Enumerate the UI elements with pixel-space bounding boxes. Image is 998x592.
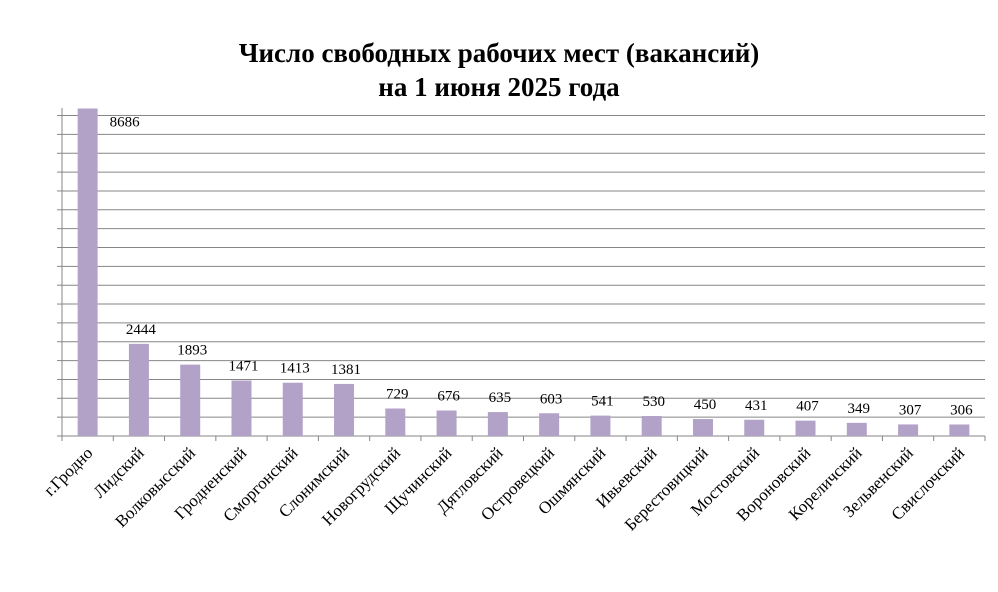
- data-label: 450: [694, 397, 717, 413]
- data-labels: 8686 2444 1893 1471 1413 1381 729 676 635 603 541 5…: [110, 115, 973, 419]
- data-label: 407: [796, 399, 819, 415]
- bar: [795, 420, 816, 436]
- bar: [487, 412, 508, 436]
- category-labels: г.ГродноЛидскийВолковысскийГродненскийСм…: [40, 443, 968, 534]
- data-label: 431: [745, 398, 768, 414]
- bar: [898, 424, 919, 436]
- data-label: 1471: [228, 359, 258, 375]
- bar: [846, 422, 867, 436]
- bar: [77, 108, 98, 436]
- data-label: 306: [950, 402, 973, 418]
- bar: [385, 408, 406, 436]
- data-label: 8686: [110, 115, 141, 131]
- bar: [231, 380, 252, 436]
- category-label: г.Гродно: [40, 443, 96, 499]
- chart-title: Число свободных рабочих мест (вакансий) …: [0, 36, 998, 104]
- data-label: 530: [642, 394, 665, 410]
- data-label: 1893: [177, 343, 207, 359]
- bar: [180, 364, 201, 436]
- data-label: 1413: [280, 361, 310, 377]
- bar: [128, 343, 149, 436]
- data-label: 2444: [126, 322, 157, 338]
- axes: [57, 108, 986, 441]
- gridlines: [62, 115, 985, 418]
- bar: [744, 419, 765, 436]
- bar: [539, 413, 560, 436]
- data-label: 541: [591, 394, 614, 410]
- bars: [77, 108, 970, 436]
- data-label: 349: [848, 401, 871, 417]
- bar: [334, 383, 355, 436]
- bar: [949, 424, 970, 436]
- data-label: 307: [899, 402, 922, 418]
- data-label: 1381: [331, 362, 361, 378]
- chart-title-line-2: на 1 июня 2025 года: [378, 72, 620, 102]
- bar: [641, 416, 662, 436]
- data-label: 603: [540, 391, 563, 407]
- data-label: 635: [489, 390, 512, 406]
- chart-title-line-1: Число свободных рабочих мест (вакансий): [238, 38, 760, 68]
- data-label: 676: [437, 389, 460, 405]
- data-label: 729: [386, 387, 409, 403]
- bar: [692, 419, 713, 436]
- bar: [590, 415, 611, 436]
- bar: [282, 382, 303, 436]
- bar: [436, 410, 457, 436]
